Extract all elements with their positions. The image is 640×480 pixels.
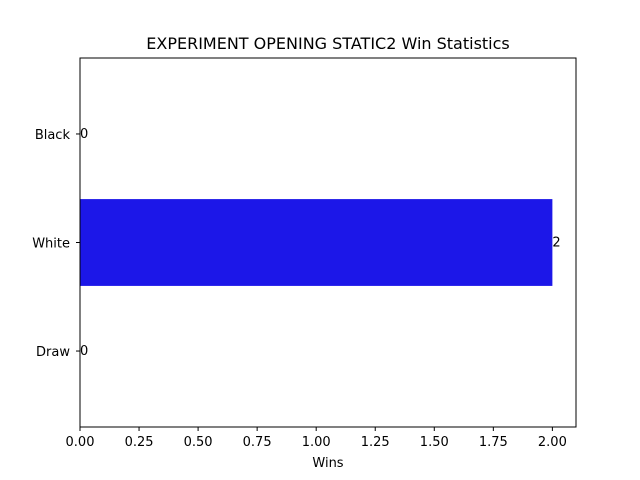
x-axis-label: Wins [312, 456, 343, 471]
data-label-draw: 0 [80, 344, 88, 359]
data-label-black: 0 [80, 127, 88, 142]
bars-layer [80, 199, 553, 286]
x-axis: 0.00 0.25 0.50 0.75 1.00 1.25 1.50 1.75 2.00 [66, 427, 567, 450]
data-labels-layer: 0 2 0 [80, 127, 561, 359]
chart-title: EXPERIMENT OPENING STATIC2 Win Statistic… [146, 34, 510, 53]
x-tick-label-8: 2.00 [538, 435, 567, 450]
x-tick-label-4: 1.00 [302, 435, 331, 450]
data-label-white: 2 [552, 236, 560, 251]
x-tick-label-2: 0.50 [184, 435, 213, 450]
x-tick-label-0: 0.00 [66, 435, 95, 450]
y-tick-label-draw: Draw [36, 345, 70, 360]
x-tick-label-7: 1.75 [479, 435, 508, 450]
y-axis: Black White Draw [32, 128, 80, 360]
x-tick-label-5: 1.25 [361, 435, 390, 450]
bar-white [80, 199, 553, 286]
x-tick-label-6: 1.50 [420, 435, 449, 450]
x-tick-label-1: 0.25 [125, 435, 154, 450]
y-tick-label-black: Black [35, 128, 71, 143]
y-tick-label-white: White [32, 237, 70, 252]
x-tick-label-3: 0.75 [243, 435, 272, 450]
